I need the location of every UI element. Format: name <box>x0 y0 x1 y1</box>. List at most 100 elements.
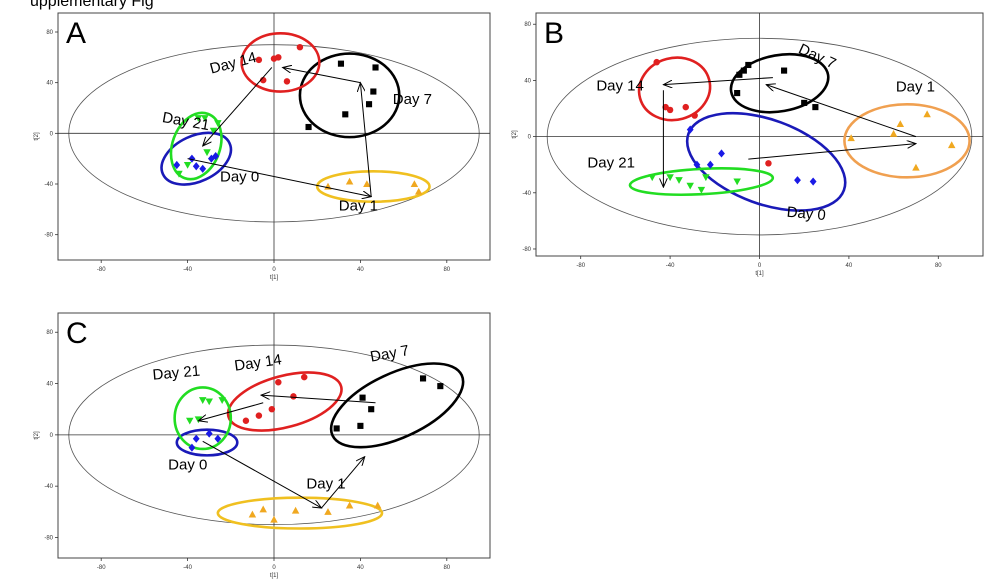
data-point-day-21 <box>205 398 213 406</box>
group-ellipse-day-14 <box>637 56 712 122</box>
y-tick-label: 40 <box>524 78 531 84</box>
data-point-day-14 <box>296 43 304 51</box>
data-point-day-21 <box>214 120 222 127</box>
data-point-day-14 <box>255 412 263 419</box>
top-partial-caption: upplementary Fig <box>30 0 154 10</box>
data-point-day-1 <box>847 134 855 142</box>
group-ellipse-day-1 <box>315 170 431 204</box>
data-point-day-14 <box>242 417 250 424</box>
data-point-day-21 <box>697 186 706 194</box>
data-point-day-21 <box>648 174 656 182</box>
y-tick-label: -40 <box>522 191 531 197</box>
group-ellipse-day-21 <box>169 111 223 181</box>
group-ellipse-day-0 <box>175 428 239 457</box>
y-axis-title: t[2] <box>512 130 518 139</box>
data-point-day-7 <box>812 104 819 111</box>
y-axis-title: t[2] <box>34 132 40 141</box>
trajectory-arrow <box>360 83 372 197</box>
y-tick-label: 80 <box>524 22 531 28</box>
group-ellipse-day-1 <box>843 103 971 179</box>
y-tick-label: 80 <box>46 330 53 336</box>
data-point-day-0 <box>192 162 200 171</box>
group-ellipse-day-14 <box>226 371 343 432</box>
data-point-day-7 <box>337 60 345 67</box>
x-tick-label: -40 <box>666 263 675 269</box>
trajectory-arrow <box>187 158 372 197</box>
y-tick-label: 0 <box>50 433 54 439</box>
data-point-day-1 <box>363 180 371 188</box>
data-point-day-0 <box>192 434 200 443</box>
data-point-day-21 <box>733 178 741 186</box>
data-point-day-1 <box>345 177 354 185</box>
data-point-day-0 <box>214 434 222 443</box>
x-tick-label: 0 <box>758 263 762 269</box>
data-point-day-14 <box>275 379 282 386</box>
x-tick-label: 80 <box>443 267 450 273</box>
data-point-day-21 <box>218 397 226 404</box>
data-point-day-7 <box>370 88 377 95</box>
data-point-day-21 <box>203 149 211 157</box>
group-label-day-0: Day 0 <box>168 456 207 473</box>
data-point-day-14 <box>301 373 308 381</box>
data-point-day-14 <box>765 160 772 167</box>
x-tick-label: -40 <box>183 565 192 571</box>
y-tick-label: 0 <box>50 131 54 137</box>
x-tick-label: 0 <box>272 267 276 273</box>
y-tick-label: 40 <box>46 81 53 87</box>
data-point-day-21 <box>209 127 218 135</box>
data-point-day-14 <box>275 54 282 61</box>
data-point-day-14 <box>653 58 660 66</box>
data-point-day-7 <box>365 101 373 108</box>
y-tick-label: -80 <box>44 535 53 541</box>
group-label-day-7: Day 7 <box>369 342 411 366</box>
data-point-day-1 <box>259 505 267 513</box>
group-label-day-0: Day 0 <box>786 204 827 224</box>
trajectory-arrow <box>203 67 273 146</box>
trajectory-arrow <box>202 440 322 508</box>
data-point-day-0 <box>212 152 220 161</box>
data-point-day-1 <box>923 110 931 118</box>
data-point-day-21 <box>201 115 209 122</box>
group-ellipse-day-1 <box>216 496 384 530</box>
group-label-day-1: Day 1 <box>896 79 935 96</box>
data-point-day-7 <box>781 67 788 74</box>
data-point-day-0 <box>809 177 817 186</box>
y-tick-label: 80 <box>46 30 53 36</box>
group-ellipse-day-0 <box>160 131 233 186</box>
data-point-day-7 <box>357 422 364 429</box>
trajectory-arrow <box>321 457 365 509</box>
panel-c-score-plot: -80 -40 0 40 80 -80 -40 0 40 80 t[1] t[2] Day 21 Day … <box>34 312 491 579</box>
x-tick-label: -80 <box>576 263 585 269</box>
y-axis-title: t[2] <box>34 431 40 440</box>
data-point-day-21 <box>194 115 203 122</box>
x-axis-title: t[1] <box>270 573 279 579</box>
data-point-day-1 <box>248 510 257 518</box>
data-point-day-21 <box>198 397 207 404</box>
group-label-day-21: Day 21 <box>152 363 201 384</box>
data-point-day-14 <box>255 56 263 64</box>
data-point-day-7 <box>736 71 743 78</box>
trajectory-arrow <box>748 144 916 160</box>
data-point-day-14 <box>268 405 276 413</box>
group-ellipse-day-0 <box>685 111 847 212</box>
data-point-day-0 <box>173 160 181 170</box>
top-partial-caption-text: upplementary Fig <box>30 0 154 10</box>
x-tick-label: -80 <box>97 565 106 571</box>
data-point-day-1 <box>889 130 898 137</box>
data-point-day-21 <box>186 417 194 425</box>
data-point-day-1 <box>414 187 423 195</box>
data-point-day-7 <box>437 383 444 390</box>
data-point-day-21 <box>675 177 683 184</box>
data-point-day-0 <box>706 160 714 169</box>
group-label-day-7: Day 7 <box>393 91 432 108</box>
data-point-day-21 <box>686 182 694 190</box>
data-point-day-0 <box>188 443 196 452</box>
data-point-day-7 <box>342 111 349 118</box>
panel-letter-a: A <box>66 17 86 50</box>
data-point-day-0 <box>686 125 694 134</box>
data-point-day-7 <box>333 425 340 432</box>
y-tick-label: -40 <box>44 182 53 188</box>
